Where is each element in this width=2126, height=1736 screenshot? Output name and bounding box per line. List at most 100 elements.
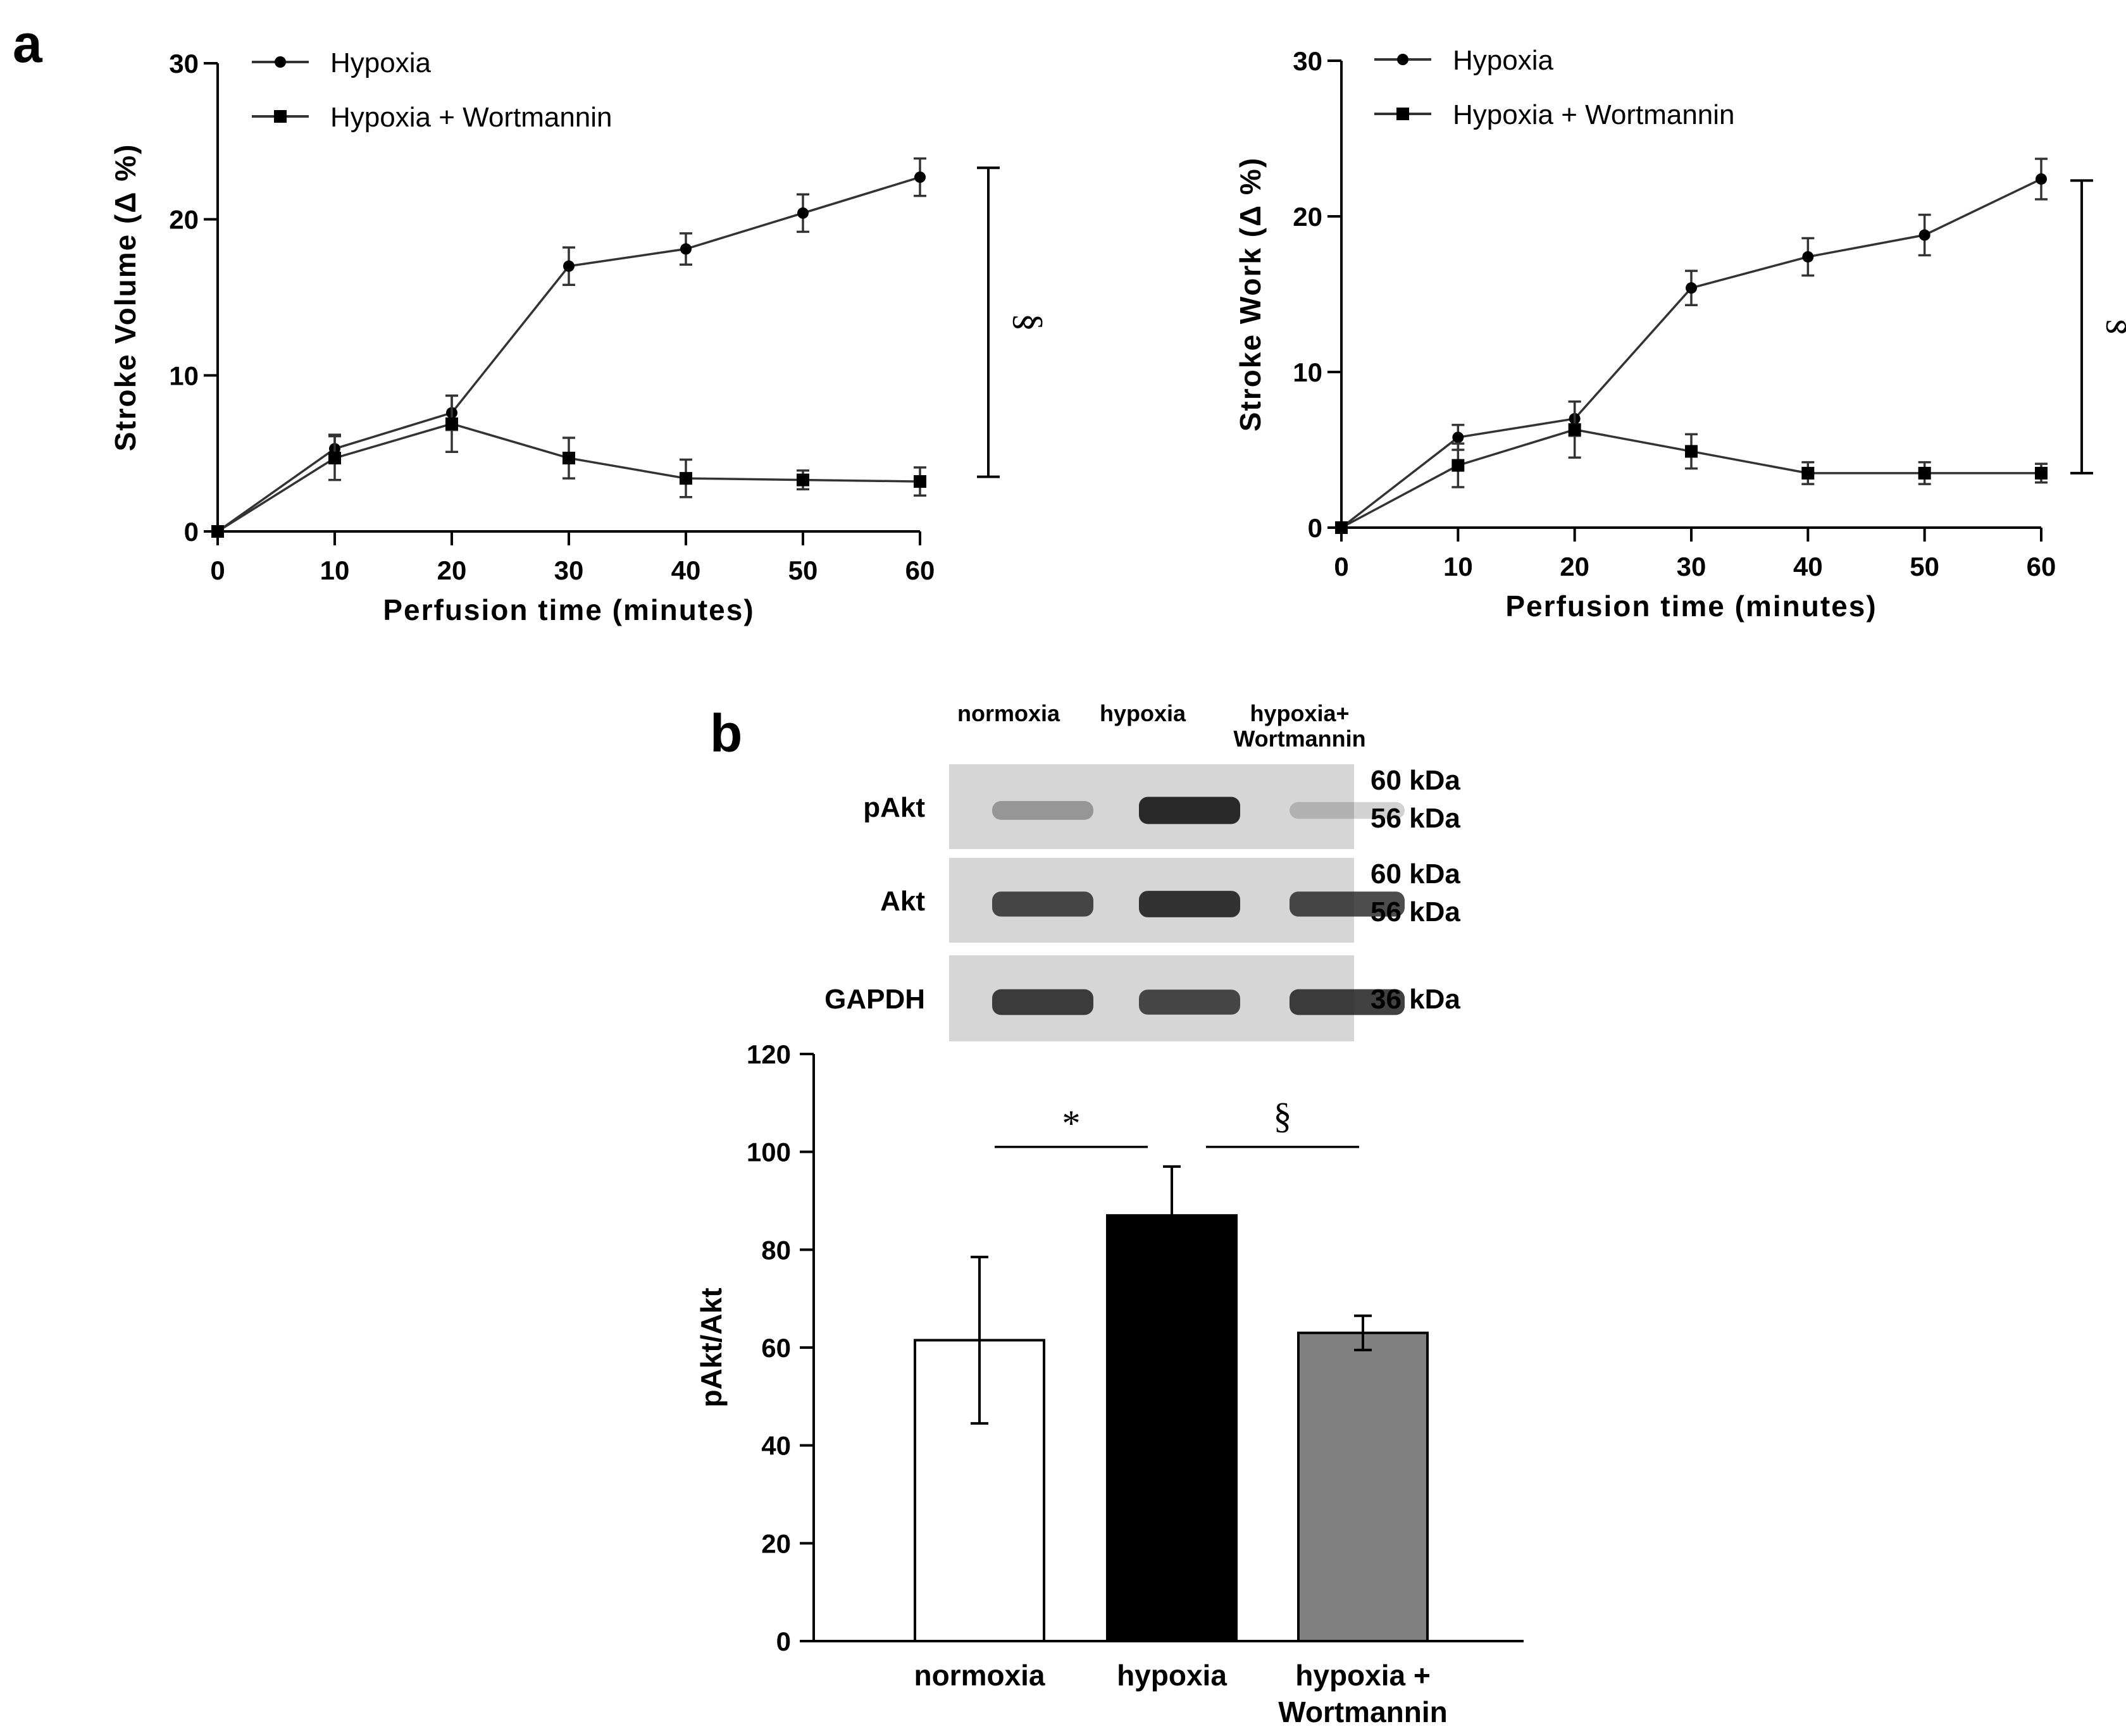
data-point-square xyxy=(328,452,341,465)
molecular-weight-label: 60 kDa xyxy=(1371,765,1460,796)
data-point-circle xyxy=(914,171,926,183)
legend-marker-square xyxy=(1396,108,1409,120)
x-tick-label: 40 xyxy=(1793,552,1823,581)
blot-band xyxy=(992,891,1093,917)
blot-band xyxy=(1290,802,1405,819)
x-tick-label: 40 xyxy=(671,555,701,585)
significance-symbol: § xyxy=(1009,313,1050,332)
y-tick-label: 0 xyxy=(776,1627,791,1656)
legend-label: Hypoxia xyxy=(1453,45,1553,76)
data-point-square xyxy=(1918,466,1931,480)
data-point-circle xyxy=(1452,431,1464,443)
molecular-weight-label: 60 kDa xyxy=(1371,859,1460,890)
y-tick-label: 60 xyxy=(761,1333,791,1363)
data-point-square xyxy=(1801,466,1815,480)
molecular-weight-label: 36 kDa xyxy=(1371,984,1460,1015)
data-point-square xyxy=(680,472,692,485)
x-tick-label: 0 xyxy=(1334,552,1348,581)
panel-label-a: a xyxy=(13,14,43,73)
bar xyxy=(1297,1331,1429,1643)
comparison-symbol: § xyxy=(1274,1095,1292,1136)
molecular-weight-label: 56 kDa xyxy=(1371,803,1460,834)
x-tick-label: 10 xyxy=(1443,552,1473,581)
y-tick-label: 0 xyxy=(1308,513,1322,543)
legend-marker-circle xyxy=(1397,54,1408,65)
x-tick-label: 60 xyxy=(905,555,935,585)
y-tick-label: 120 xyxy=(747,1039,791,1069)
blot-band xyxy=(1290,989,1405,1015)
data-point-circle xyxy=(797,207,809,219)
y-tick-label: 40 xyxy=(761,1431,791,1461)
y-tick-label: 20 xyxy=(169,205,199,235)
x-axis-label: Perfusion time (minutes) xyxy=(383,593,754,626)
y-tick-label: 30 xyxy=(1293,46,1322,76)
x-tick-label: 50 xyxy=(788,555,818,585)
data-point-square xyxy=(1568,423,1581,437)
x-category-label: normoxia xyxy=(914,1659,1045,1692)
stroke-volume-chart: 0 10 20 30 0 10 20 30 40 50 60 Perfusion time (minu… xyxy=(109,47,1050,626)
x-tick-label: 0 xyxy=(210,555,225,585)
blot-band xyxy=(992,989,1093,1015)
y-tick-label: 20 xyxy=(1293,202,1322,232)
data-point-square xyxy=(445,417,458,430)
data-point-circle xyxy=(563,260,575,272)
x-tick-label: 60 xyxy=(2027,552,2056,581)
data-point-square xyxy=(1335,521,1348,534)
blot-band xyxy=(1290,891,1405,917)
data-point-circle xyxy=(680,243,692,255)
lane-label: normoxia xyxy=(957,700,1060,726)
y-axis-label: pAkt/Akt xyxy=(695,1287,728,1407)
blot-band xyxy=(1139,989,1240,1015)
data-point-square xyxy=(1452,459,1465,472)
lane-label: hypoxia+ Wortmannin xyxy=(1233,700,1365,752)
data-point-circle xyxy=(1918,229,1930,241)
y-tick-label: 10 xyxy=(1293,357,1322,387)
x-category-label-line: hypoxia + xyxy=(1295,1659,1430,1692)
data-point-square xyxy=(2035,466,2048,480)
data-point-circle xyxy=(1686,282,1697,294)
legend-label: Hypoxia xyxy=(330,47,431,78)
data-point-square xyxy=(1685,445,1698,458)
blot-band xyxy=(1139,797,1240,824)
y-axis-label: Stroke Volume (Δ %) xyxy=(109,144,142,452)
blot-row-label: pAkt xyxy=(863,792,925,823)
blot-row-label: Akt xyxy=(880,886,925,917)
x-category-label: hypoxia xyxy=(1117,1659,1227,1692)
pakt-akt-bar-chart: 0 20 40 60 80 100 120 pAkt/Akt normoxia hypoxia hy… xyxy=(695,1039,1524,1728)
data-point-square xyxy=(563,452,575,465)
x-tick-label: 20 xyxy=(437,555,467,585)
y-tick-label: 0 xyxy=(184,517,199,547)
x-tick-label: 30 xyxy=(554,555,584,585)
legend-label: Hypoxia + Wortmannin xyxy=(1453,99,1735,130)
blot-band xyxy=(992,801,1093,820)
data-point-circle xyxy=(1802,251,1814,263)
x-tick-label: 30 xyxy=(1677,552,1706,581)
x-category-label-line: Wortmannin xyxy=(1278,1696,1447,1728)
blot-row-label: GAPDH xyxy=(824,984,925,1015)
lane-label: hypoxia xyxy=(1100,700,1186,726)
data-point-circle xyxy=(2036,173,2047,185)
y-tick-label: 100 xyxy=(747,1138,791,1167)
comparison-symbol: * xyxy=(1062,1103,1081,1144)
x-tick-label: 50 xyxy=(1910,552,1939,581)
x-tick-label: 10 xyxy=(320,555,350,585)
y-tick-label: 10 xyxy=(169,361,199,390)
bar xyxy=(1106,1214,1238,1642)
y-axis-label: Stroke Work (Δ %) xyxy=(1234,157,1267,431)
lane-label-line: hypoxia+ xyxy=(1250,700,1349,726)
legend-marker-circle xyxy=(275,56,286,68)
panel-label-b: b xyxy=(710,704,742,763)
western-blot: normoxia hypoxia hypoxia+ Wortmannin pAkt 60 … xyxy=(824,700,1460,1041)
y-tick-label: 20 xyxy=(761,1528,791,1558)
x-category-label: hypoxia + Wortmannin xyxy=(1278,1659,1447,1728)
data-point-square xyxy=(914,475,926,488)
molecular-weight-label: 56 kDa xyxy=(1371,896,1460,927)
stroke-work-chart: 0 10 20 30 0 10 20 30 40 50 60 Perfusion time (minu… xyxy=(1234,45,2126,623)
legend-label: Hypoxia + Wortmannin xyxy=(330,102,612,133)
y-tick-label: 80 xyxy=(761,1235,791,1265)
series-line-1 xyxy=(1340,178,2042,529)
data-point-square xyxy=(797,473,809,487)
blot-band xyxy=(1139,891,1240,917)
significance-symbol: § xyxy=(2103,318,2126,336)
